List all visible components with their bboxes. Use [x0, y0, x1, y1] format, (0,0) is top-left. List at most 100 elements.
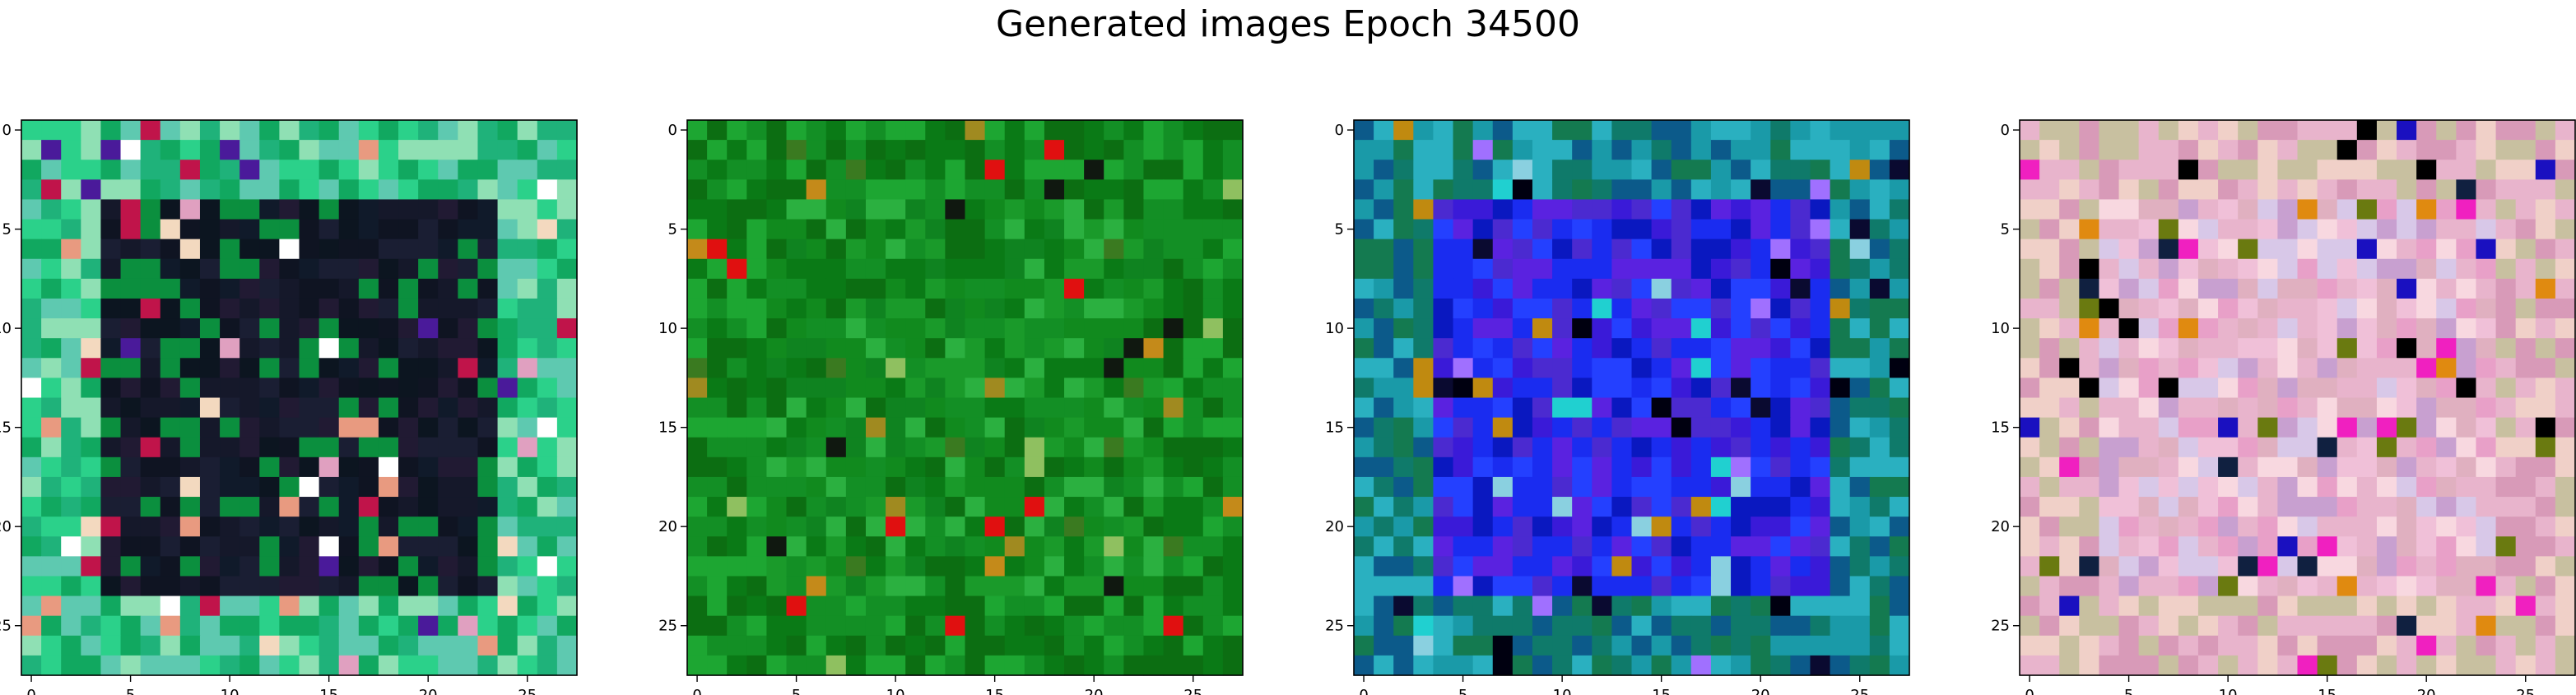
heatmap-cell [2218, 219, 2239, 240]
heatmap-cell [1830, 239, 1851, 260]
heatmap-cell [2515, 536, 2536, 557]
heatmap-cell [786, 476, 807, 498]
heatmap-cell [687, 615, 708, 637]
heatmap-cell [1810, 358, 1831, 378]
heatmap-cell [1731, 556, 1751, 577]
heatmap-cell [239, 378, 260, 399]
heatmap-cell [2436, 576, 2457, 597]
heatmap-cell [2059, 517, 2080, 537]
heatmap-cell [1592, 338, 1612, 359]
heatmap-cell [1453, 437, 1474, 458]
heatmap-cell [358, 476, 379, 498]
heatmap-cell [418, 258, 439, 280]
heatmap-cell [687, 298, 708, 319]
heatmap-cell [2158, 397, 2179, 419]
heatmap-cell [100, 556, 122, 577]
heatmap-cell [687, 456, 708, 478]
heatmap-cell [199, 160, 221, 180]
heatmap-cell [1552, 556, 1573, 577]
heatmap-cell [259, 358, 280, 378]
heatmap-cell [886, 358, 906, 378]
heatmap-cell [2039, 179, 2060, 201]
heatmap-cell [945, 258, 966, 280]
heatmap-cell [1472, 358, 1494, 378]
heatmap-cell [806, 615, 827, 637]
heatmap-cell [2218, 358, 2239, 378]
heatmap-cell [2020, 160, 2040, 180]
heatmap-cell [2555, 576, 2576, 597]
heatmap-cell [2436, 517, 2457, 537]
heatmap-cell [786, 437, 807, 458]
heatmap-cell [2397, 278, 2417, 299]
heatmap-cell [1552, 476, 1573, 498]
heatmap-cell [477, 179, 499, 201]
heatmap-cell [1572, 140, 1593, 160]
heatmap-cell [2397, 576, 2417, 597]
heatmap-cell [2356, 635, 2378, 656]
heatmap-cell [1222, 318, 1244, 339]
heatmap-cell [160, 219, 181, 240]
heatmap-cell [1552, 517, 1573, 537]
heatmap-cell [1004, 378, 1025, 399]
heatmap-cell [2376, 278, 2397, 299]
heatmap-cell [220, 536, 240, 557]
heatmap-cell [1512, 615, 1533, 637]
heatmap-cell [2238, 140, 2258, 160]
heatmap-cell [2515, 140, 2536, 160]
heatmap-cell [2376, 635, 2397, 656]
heatmap-cell [1492, 219, 1514, 240]
heatmap-cell [1611, 456, 1633, 478]
heatmap-cell [239, 476, 260, 498]
heatmap-cell [21, 576, 42, 597]
heatmap-cell [2178, 576, 2199, 597]
heatmap-cell [1790, 655, 1811, 676]
heatmap-cell [1690, 298, 1712, 319]
heatmap-cell [1143, 160, 1165, 180]
heatmap-cell [1453, 160, 1474, 180]
heatmap-cell [1064, 417, 1085, 438]
heatmap-cell [2138, 397, 2160, 419]
heatmap-cell [21, 595, 42, 617]
heatmap-cell [41, 258, 62, 280]
heatmap-cell [786, 298, 807, 319]
heatmap-cell [279, 278, 300, 299]
heatmap-cell [2257, 437, 2278, 458]
heatmap-cell [2020, 556, 2040, 577]
heatmap-cell [2218, 476, 2239, 498]
heatmap-cell [905, 497, 926, 517]
heatmap-cell [160, 160, 181, 180]
heatmap-cell [100, 258, 122, 280]
heatmap-cell [556, 258, 578, 280]
heatmap-cell [319, 358, 340, 378]
heatmap-cell [825, 160, 847, 180]
heatmap-cell [61, 635, 81, 656]
heatmap-cell [1751, 456, 1771, 478]
heatmap-cell [2317, 179, 2338, 201]
heatmap-cell [1492, 318, 1514, 339]
heatmap-cell [1123, 318, 1145, 339]
heatmap-cell [259, 179, 280, 201]
heatmap-cell [1651, 576, 1672, 597]
heatmap-cell [786, 219, 807, 240]
heatmap-cell [1770, 476, 1791, 498]
heatmap-cell [398, 140, 419, 160]
heatmap-cell [825, 437, 847, 458]
heatmap-cell [1631, 556, 1653, 577]
heatmap-cell [1731, 576, 1751, 597]
heatmap-cell [1889, 536, 1910, 557]
heatmap-cell [1552, 160, 1573, 180]
heatmap-cell [199, 615, 221, 637]
heatmap-cell [2397, 417, 2417, 438]
heatmap-cell [537, 556, 558, 577]
heatmap-cell [1393, 179, 1414, 201]
heatmap-cell [497, 635, 518, 656]
heatmap-cell [299, 655, 320, 676]
heatmap-cell [120, 635, 142, 656]
heatmap-cell [81, 576, 102, 597]
heatmap-cell [398, 655, 419, 676]
x-tick-label: 25 [1183, 687, 1202, 695]
heatmap-cell [825, 258, 847, 280]
heatmap-cell [2356, 140, 2378, 160]
heatmap-cell [1592, 199, 1612, 220]
heatmap-cell [537, 497, 558, 517]
